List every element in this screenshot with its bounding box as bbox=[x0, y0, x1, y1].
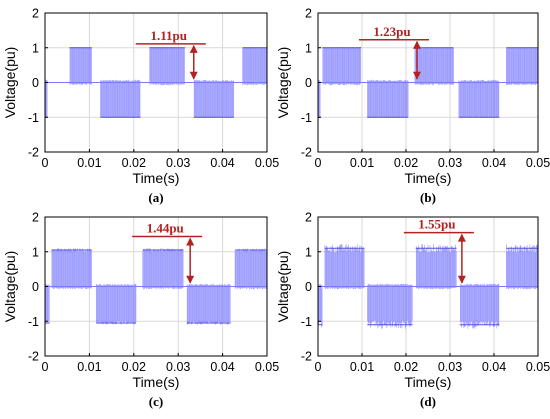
panel-caption: (a) bbox=[148, 190, 163, 205]
annotation-arrowhead-up bbox=[457, 233, 466, 242]
series-waveform bbox=[317, 244, 539, 329]
x-tick-label: 0.02 bbox=[394, 156, 418, 170]
y-tick-label: -1 bbox=[301, 315, 312, 329]
x-axis-label: Time(s) bbox=[133, 374, 180, 390]
annotation-arrowhead-down bbox=[457, 275, 466, 284]
annotation-arrowhead-down bbox=[186, 275, 195, 284]
y-tick-label: 0 bbox=[32, 280, 39, 294]
peak-annotation: 1.23pu bbox=[359, 24, 429, 80]
y-tick-label: -1 bbox=[301, 111, 312, 125]
y-tick-label: -2 bbox=[28, 146, 39, 160]
annotation-arrowhead-up bbox=[186, 237, 195, 246]
y-tick-label: 2 bbox=[32, 7, 39, 21]
x-tick-label: 0.05 bbox=[255, 156, 279, 170]
y-tick-label: 2 bbox=[32, 211, 39, 225]
y-tick-label: 1 bbox=[32, 41, 39, 55]
x-tick-label: 0.05 bbox=[526, 156, 550, 170]
x-tick-label: 0.04 bbox=[210, 156, 234, 170]
peak-annotation: 1.11pu bbox=[135, 28, 206, 80]
x-tick-label: 0.04 bbox=[210, 360, 234, 374]
chart-panel-2: 0 0.01 0.02 0.03 0.04 0.05 -2 -1 0 1 2 Time(s) Volta… bbox=[275, 7, 550, 206]
x-tick-label: 0.01 bbox=[77, 156, 101, 170]
chart-panel-3: 0 0.01 0.02 0.03 0.04 0.05 -2 -1 0 1 2 Time(s) Volta… bbox=[2, 211, 279, 410]
y-tick-label: -2 bbox=[28, 350, 39, 364]
series-waveform bbox=[317, 47, 539, 118]
y-tick-label: -1 bbox=[28, 315, 39, 329]
x-tick-label: 0.03 bbox=[438, 360, 462, 374]
x-axis-label: Time(s) bbox=[133, 170, 180, 186]
y-axis-label: Voltage(pu) bbox=[275, 47, 291, 119]
y-tick-label: 0 bbox=[305, 280, 312, 294]
annotation-arrowhead-up bbox=[413, 40, 421, 49]
annotation-arrowhead-up bbox=[189, 44, 198, 53]
x-tick-label: 0.01 bbox=[77, 360, 101, 374]
x-tick-label: 0.01 bbox=[350, 156, 374, 170]
panel-caption: (b) bbox=[420, 190, 436, 205]
x-tick-label: 0 bbox=[315, 156, 322, 170]
y-tick-label: 1 bbox=[305, 245, 312, 259]
panel-caption: (c) bbox=[149, 394, 163, 409]
y-tick-label: 1 bbox=[32, 245, 39, 259]
x-tick-label: 0.03 bbox=[166, 360, 190, 374]
x-tick-label: 0.01 bbox=[350, 360, 374, 374]
annotation-label: 1.44pu bbox=[147, 220, 184, 235]
x-axis-label: Time(s) bbox=[405, 374, 452, 390]
x-tick-label: 0.02 bbox=[394, 360, 418, 374]
y-axis-label: Voltage(pu) bbox=[2, 47, 18, 119]
panel-caption: (d) bbox=[420, 394, 436, 409]
y-tick-label: 0 bbox=[305, 76, 312, 90]
x-tick-label: 0.05 bbox=[526, 360, 550, 374]
x-tick-label: 0.02 bbox=[122, 360, 146, 374]
annotation-arrowhead-down bbox=[189, 71, 198, 80]
chart-panel-1: 0 0.01 0.02 0.03 0.04 0.05 -2 -1 0 1 2 Time(s) Volta… bbox=[2, 7, 279, 206]
peak-annotation: 1.44pu bbox=[132, 220, 203, 284]
annotation-label: 1.55pu bbox=[418, 217, 455, 232]
annotation-label: 1.23pu bbox=[373, 24, 410, 39]
peak-annotation: 1.55pu bbox=[403, 217, 474, 284]
y-tick-label: -1 bbox=[28, 111, 39, 125]
x-tick-label: 0 bbox=[42, 156, 49, 170]
y-tick-label: -2 bbox=[301, 350, 312, 364]
annotation-label: 1.11pu bbox=[150, 28, 187, 43]
y-tick-label: -2 bbox=[301, 146, 312, 160]
annotation-arrowhead-down bbox=[413, 71, 421, 80]
chart-panel-4: 0 0.01 0.02 0.03 0.04 0.05 -2 -1 0 1 2 Time(s) Volta… bbox=[275, 211, 550, 410]
y-axis-label: Voltage(pu) bbox=[2, 251, 18, 323]
x-axis-label: Time(s) bbox=[405, 170, 452, 186]
x-tick-label: 0 bbox=[315, 360, 322, 374]
x-tick-label: 0.05 bbox=[255, 360, 279, 374]
x-tick-label: 0 bbox=[42, 360, 49, 374]
series-waveform bbox=[44, 248, 268, 325]
y-tick-label: 2 bbox=[305, 7, 312, 21]
y-axis-label: Voltage(pu) bbox=[275, 251, 291, 323]
x-tick-label: 0.04 bbox=[482, 156, 506, 170]
y-tick-label: 0 bbox=[32, 76, 39, 90]
x-tick-label: 0.03 bbox=[438, 156, 462, 170]
x-tick-label: 0.04 bbox=[482, 360, 506, 374]
y-tick-label: 1 bbox=[305, 41, 312, 55]
y-tick-label: 2 bbox=[305, 211, 312, 225]
series-waveform bbox=[44, 47, 268, 118]
x-tick-label: 0.03 bbox=[166, 156, 190, 170]
x-tick-label: 0.02 bbox=[122, 156, 146, 170]
